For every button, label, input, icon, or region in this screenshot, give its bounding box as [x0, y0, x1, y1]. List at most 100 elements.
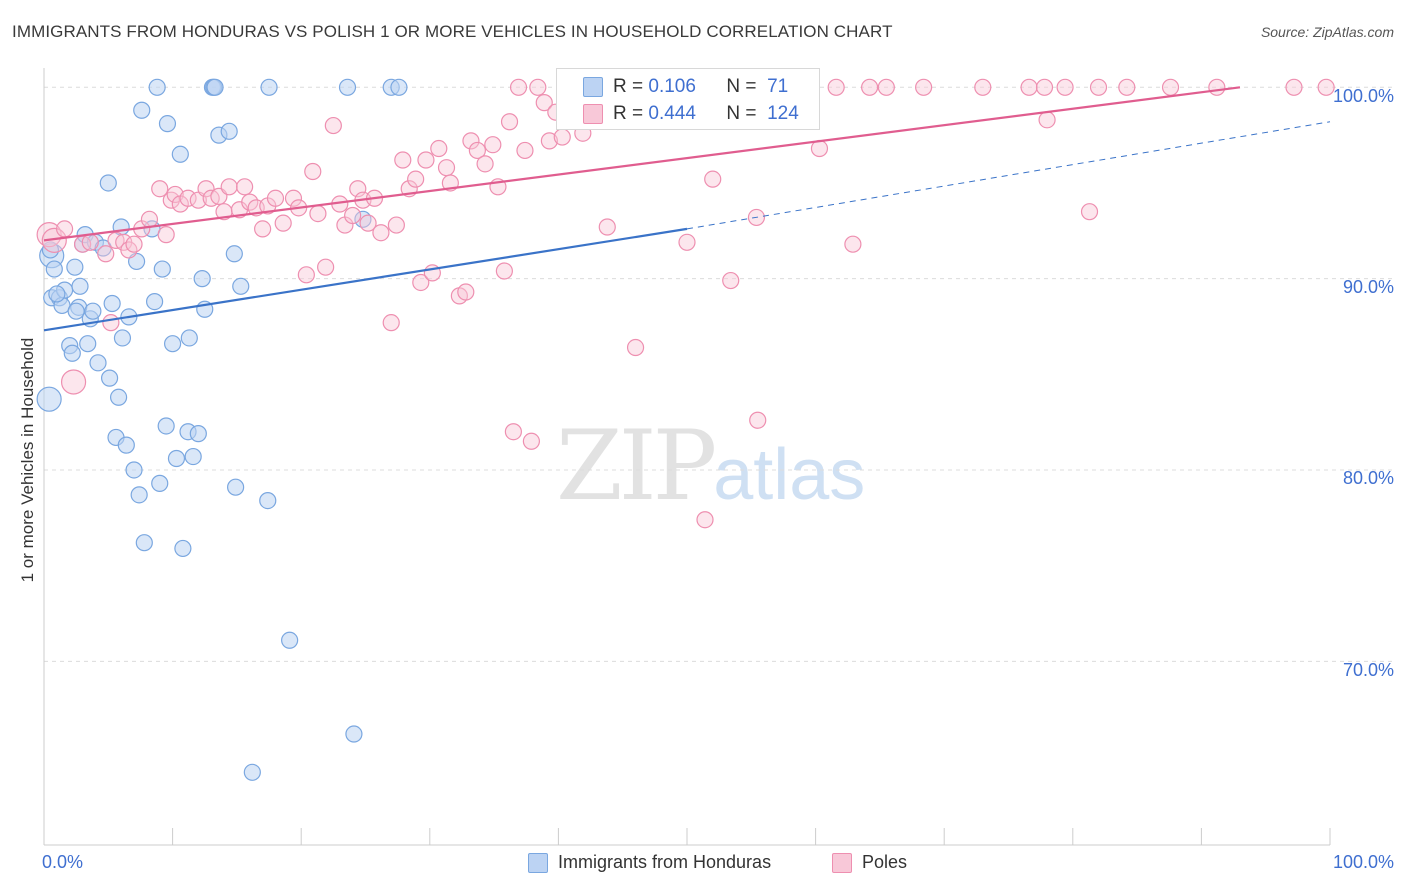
poles-point	[1056, 78, 1074, 96]
honduras-trend-line	[43, 227, 688, 332]
poles-point	[509, 78, 528, 96]
honduras-point	[260, 78, 278, 96]
poles-point	[284, 189, 303, 207]
poles-point	[540, 132, 558, 150]
poles-point	[476, 155, 494, 173]
poles-point	[97, 245, 115, 263]
poles-swatch	[583, 104, 603, 124]
honduras-point	[148, 78, 166, 96]
n-value-honduras: 71	[767, 76, 789, 97]
poles-point	[722, 271, 740, 290]
poles-point	[412, 273, 430, 292]
honduras-point	[171, 145, 189, 163]
poles-point	[309, 204, 327, 223]
poles-point	[504, 423, 522, 441]
poles-point	[500, 113, 519, 131]
poles-point	[1020, 78, 1038, 96]
watermark: ZIPatlas	[556, 410, 865, 522]
y-tick-label-70: 70.0%	[1342, 660, 1394, 680]
honduras-point	[206, 78, 224, 96]
honduras-point	[130, 486, 148, 504]
y-axis-title: 1 or more Vehicles in Household	[18, 337, 37, 583]
poles-point	[166, 185, 184, 204]
honduras-point	[151, 474, 169, 492]
poles-point	[522, 432, 540, 450]
honduras-point	[135, 534, 153, 552]
poles-point	[254, 220, 272, 238]
honduras-point	[36, 386, 62, 412]
x-tick-label-max: 100.0%	[1332, 852, 1394, 872]
poles-point	[140, 210, 159, 228]
honduras-point	[259, 491, 277, 510]
poles-point	[468, 141, 486, 160]
stats-legend-row-honduras: R = 0.106 N = 71	[557, 75, 788, 99]
r-value-poles: 0.444	[648, 103, 696, 124]
honduras-point	[45, 260, 63, 278]
poles-point	[55, 220, 74, 238]
poles-point	[324, 116, 342, 135]
poles-point	[861, 78, 879, 96]
poles-point	[274, 214, 292, 232]
poles-point	[394, 151, 412, 169]
honduras-trend-extension	[686, 121, 1331, 230]
y-tick-label-90: 90.0%	[1342, 277, 1394, 297]
honduras-point	[232, 277, 250, 295]
legend-swatch-poles	[832, 852, 852, 873]
honduras-point	[117, 436, 135, 454]
poles-point	[197, 180, 215, 198]
poles-point	[344, 206, 362, 225]
chart-title: IMMIGRANTS FROM HONDURAS VS POLISH 1 OR …	[12, 22, 893, 41]
poles-point	[827, 78, 845, 96]
x-tick-label-min: 0.0%	[42, 852, 84, 872]
y-tick-label-80: 80.0%	[1342, 468, 1394, 488]
legend-swatch-honduras	[528, 852, 548, 873]
honduras-point	[145, 293, 164, 311]
poles-point	[266, 189, 285, 207]
poles-point	[125, 235, 143, 253]
watermark-atlas: atlas	[713, 435, 866, 515]
honduras-point	[338, 78, 357, 96]
honduras-point	[220, 122, 238, 140]
honduras-point	[227, 478, 245, 496]
honduras-point	[174, 539, 192, 558]
honduras-point	[48, 285, 66, 303]
honduras-point	[89, 354, 107, 372]
poles-point	[179, 189, 197, 207]
poles-point	[241, 193, 259, 211]
honduras-point	[113, 329, 132, 347]
poles-point	[678, 233, 696, 251]
poles-point	[704, 170, 722, 188]
poles-point	[437, 159, 456, 177]
poles-point	[220, 178, 238, 196]
poles-point	[598, 218, 616, 236]
poles-point	[462, 132, 480, 150]
stats-legend-row-poles: R = 0.444 N = 124	[557, 102, 799, 126]
poles-point	[974, 78, 992, 96]
poles-point	[484, 136, 502, 154]
legend-item-poles: Poles	[832, 852, 907, 873]
honduras-point	[67, 302, 85, 320]
honduras-point	[66, 258, 84, 276]
poles-point	[372, 224, 390, 242]
legend-label-poles: Poles	[862, 852, 908, 872]
r-label: R =	[613, 103, 644, 124]
n-label: N =	[726, 103, 757, 124]
honduras-point	[390, 78, 408, 96]
honduras-point	[225, 245, 243, 263]
honduras-point	[189, 425, 207, 443]
poles-point	[151, 180, 169, 198]
poles-point	[529, 78, 547, 96]
poles-point	[877, 78, 895, 96]
poles-point	[81, 233, 99, 251]
poles-point	[1035, 78, 1054, 96]
honduras-point	[133, 101, 151, 119]
poles-point	[236, 178, 254, 196]
honduras-point	[100, 369, 119, 387]
n-label: N =	[726, 76, 757, 97]
poles-point	[1317, 78, 1335, 96]
poles-point	[1038, 111, 1056, 129]
n-value-poles: 124	[767, 103, 799, 124]
stats-legend: R = 0.106 N = 71 R = 0.444 N = 124	[556, 68, 820, 130]
poles-point	[1208, 78, 1226, 96]
